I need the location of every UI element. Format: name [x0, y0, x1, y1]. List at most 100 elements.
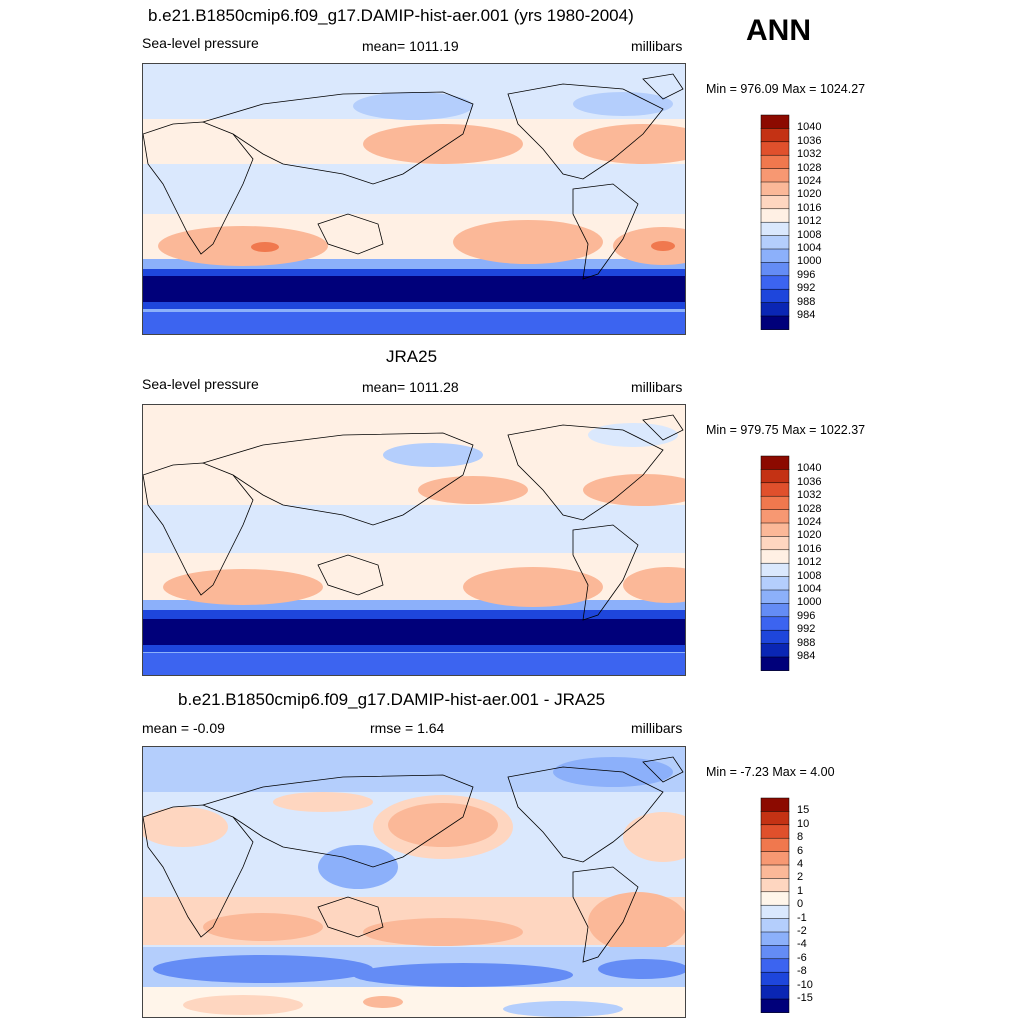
colorbar-tick-label: 10 — [797, 817, 810, 830]
colorbar-tick-label: 1024 — [797, 516, 822, 528]
colorbar-tick-label: -4 — [797, 938, 807, 951]
panel-2-minmax: Min = 979.75 Max = 1022.37 — [706, 423, 866, 437]
colorbar-swatch — [760, 616, 790, 631]
colorbar-tick-label: 1028 — [797, 161, 822, 174]
panel-1-map — [142, 63, 686, 335]
colorbar-swatch — [760, 181, 790, 196]
colorbar-swatch — [760, 128, 790, 143]
panel-3-rmse-label: rmse = 1.64 — [370, 720, 445, 736]
colorbar-tick-label: 1040 — [797, 121, 822, 134]
colorbar-swatch — [760, 589, 790, 604]
colorbar-swatch — [760, 931, 790, 946]
colorbar-tick-label: 1020 — [797, 188, 822, 201]
colorbar-tick-label: 1020 — [797, 529, 822, 542]
colorbar-swatch — [760, 235, 790, 250]
colorbar-tick-label: 992 — [797, 623, 816, 636]
panel-3-mean-label: mean = -0.09 — [142, 720, 225, 736]
colorbar-tick-label: -6 — [797, 951, 807, 964]
panel-3-colorbar — [760, 797, 790, 1013]
colorbar-swatch — [760, 315, 790, 330]
colorbar-tick-label: 1004 — [797, 242, 822, 254]
colorbar-swatch — [760, 918, 790, 933]
panel-1-minmax: Min = 976.09 Max = 1024.27 — [706, 82, 866, 96]
colorbar-tick-label: 1032 — [797, 489, 822, 502]
colorbar-swatch — [760, 455, 790, 470]
colorbar-tick-label: -1 — [797, 911, 807, 924]
colorbar-tick-label: -2 — [797, 925, 807, 937]
colorbar-swatch — [760, 168, 790, 183]
colorbar-tick-label: 992 — [797, 282, 816, 295]
colorbar-tick-label: 984 — [797, 650, 816, 662]
panel-3-units-label: millibars — [631, 720, 683, 736]
colorbar-tick-label: 0 — [797, 898, 804, 911]
colorbar-tick-label: 996 — [797, 609, 816, 622]
colorbar-swatch — [760, 576, 790, 591]
panel-3-minmax: Min = -7.23 Max = 4.00 — [706, 765, 835, 779]
colorbar-swatch — [760, 248, 790, 263]
colorbar-tick-label: 6 — [797, 844, 804, 857]
colorbar-tick-label: 1 — [797, 884, 804, 897]
colorbar-tick-label: 1036 — [797, 134, 822, 147]
colorbar-swatch — [760, 945, 790, 960]
colorbar-tick-label: 1012 — [797, 215, 822, 228]
colorbar-swatch — [760, 262, 790, 277]
colorbar-swatch — [760, 221, 790, 237]
colorbar-tick-label: 984 — [797, 309, 816, 321]
panel-3-colorbar-graphic — [760, 797, 790, 1013]
colorbar-tick-label: 4 — [797, 858, 804, 870]
colorbar-tick-label: 1040 — [797, 462, 822, 475]
colorbar-swatch — [760, 811, 790, 826]
colorbar-swatch — [760, 536, 790, 551]
colorbar-tick-label: -8 — [797, 965, 807, 978]
colorbar-swatch — [760, 971, 790, 987]
colorbar-tick-label: 1028 — [797, 502, 822, 515]
colorbar-swatch — [760, 985, 790, 1000]
panel-1-title: b.e21.B1850cmip6.f09_g17.DAMIP-hist-aer.… — [148, 6, 634, 25]
panel-1-variable-label: Sea-level pressure — [142, 35, 259, 51]
colorbar-swatch — [760, 288, 790, 304]
colorbar-tick-label: -15 — [797, 992, 813, 1004]
panel-3-title: b.e21.B1850cmip6.f09_g17.DAMIP-hist-aer.… — [178, 690, 606, 709]
colorbar-swatch — [760, 562, 790, 578]
season-label: ANN — [746, 14, 811, 47]
colorbar-swatch — [760, 629, 790, 645]
colorbar-tick-label: 1016 — [797, 542, 822, 555]
colorbar-swatch — [760, 837, 790, 853]
colorbar-tick-label: 8 — [797, 831, 804, 844]
colorbar-tick-label: 1008 — [797, 228, 822, 241]
colorbar-swatch — [760, 154, 790, 170]
colorbar-tick-label: 1016 — [797, 201, 822, 214]
panel-2-variable-label: Sea-level pressure — [142, 376, 259, 392]
colorbar-swatch — [760, 522, 790, 537]
colorbar-swatch — [760, 482, 790, 497]
colorbar-swatch — [760, 958, 790, 973]
panel-1-units-label: millibars — [631, 38, 683, 54]
panel-2-colorbar-graphic — [760, 455, 790, 671]
panel-2-mean-label: mean= 1011.28 — [362, 379, 459, 395]
colorbar-swatch — [760, 656, 790, 671]
colorbar-swatch — [760, 275, 790, 290]
panel-1-colorbar — [760, 114, 790, 330]
colorbar-tick-label: 996 — [797, 268, 816, 281]
colorbar-tick-label: 1024 — [797, 175, 822, 187]
colorbar-swatch — [760, 797, 790, 812]
colorbar-swatch — [760, 824, 790, 839]
colorbar-tick-label: 1012 — [797, 556, 822, 569]
colorbar-swatch — [760, 878, 790, 893]
colorbar-tick-label: 1032 — [797, 148, 822, 161]
panel-2-colorbar — [760, 455, 790, 671]
colorbar-tick-label: 1000 — [797, 596, 822, 609]
panel-1-mean-label: mean= 1011.19 — [362, 38, 459, 54]
colorbar-swatch — [760, 904, 790, 920]
colorbar-tick-label: 1008 — [797, 569, 822, 582]
colorbar-swatch — [760, 851, 790, 866]
colorbar-swatch — [760, 998, 790, 1013]
colorbar-swatch — [760, 469, 790, 484]
panel-3-map — [142, 746, 686, 1018]
panel-2-map — [142, 404, 686, 676]
colorbar-swatch — [760, 141, 790, 156]
colorbar-swatch — [760, 549, 790, 564]
colorbar-swatch — [760, 195, 790, 210]
colorbar-swatch — [760, 208, 790, 223]
colorbar-tick-label: 988 — [797, 636, 816, 649]
